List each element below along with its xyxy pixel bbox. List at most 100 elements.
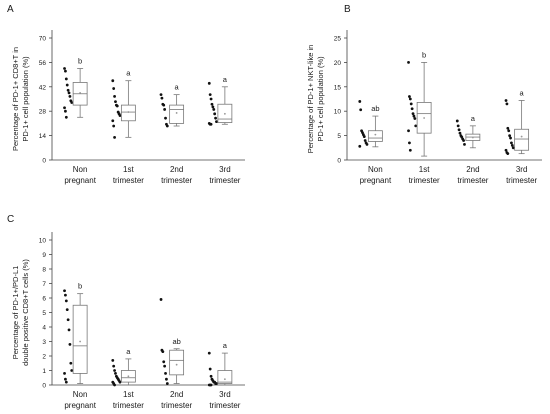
data-point xyxy=(408,97,412,101)
data-point xyxy=(67,328,71,332)
y-axis-title: PD-1+ cell population (%) xyxy=(21,56,30,142)
y-tick-label: 5 xyxy=(42,310,46,317)
data-point xyxy=(113,383,116,387)
data-point xyxy=(68,94,72,98)
data-point xyxy=(407,61,410,64)
data-point xyxy=(510,141,513,145)
x-category-label: trimester xyxy=(113,176,144,185)
data-point xyxy=(70,101,74,104)
box-iqr xyxy=(72,304,88,374)
data-point xyxy=(66,318,70,322)
data-point xyxy=(162,360,166,364)
significance-letter: a xyxy=(223,341,228,350)
data-point xyxy=(212,108,216,111)
data-point xyxy=(64,69,67,73)
data-point xyxy=(163,108,167,111)
y-tick-label: 70 xyxy=(39,36,47,43)
data-point xyxy=(164,116,167,120)
data-point xyxy=(506,126,510,130)
data-point xyxy=(412,114,416,118)
data-point xyxy=(64,293,67,297)
data-point xyxy=(408,95,411,98)
x-category-label: pregnant xyxy=(64,401,96,410)
x-category-label: Non xyxy=(368,165,383,174)
y-axis-title: Percentage of PD-1+ NKT-like in xyxy=(306,45,315,154)
data-point xyxy=(161,350,165,354)
x-category-label: pregnant xyxy=(64,176,96,185)
y-tick-label: 20 xyxy=(334,60,342,67)
data-point xyxy=(505,102,509,106)
x-category-label: trimester xyxy=(113,401,144,410)
data-point xyxy=(67,91,71,95)
box-mean xyxy=(79,92,82,94)
x-category-label: 2nd xyxy=(466,165,479,174)
box-mean xyxy=(471,136,474,139)
panel-c: C 0 1 2 3 4 5 6 7 8 9 10 Percentage of PD-1+/PD-L1 do… xyxy=(7,214,245,410)
box-iqr xyxy=(169,349,185,376)
x-category-label: 3rd xyxy=(219,165,231,174)
data-point xyxy=(165,377,168,381)
data-point xyxy=(209,374,213,378)
significance-letter: b xyxy=(422,50,426,59)
data-point xyxy=(411,112,415,116)
data-point xyxy=(209,97,213,101)
data-point xyxy=(210,102,214,106)
data-point xyxy=(162,103,166,107)
panel-label: C xyxy=(7,214,14,225)
x-category-label: trimester xyxy=(457,176,488,185)
data-point xyxy=(414,124,418,128)
data-point xyxy=(165,124,169,128)
data-point xyxy=(114,100,117,104)
y-tick-label: 10 xyxy=(39,238,47,245)
data-point xyxy=(65,308,69,311)
data-point xyxy=(359,108,363,112)
y-tick-label: 9 xyxy=(42,252,46,259)
data-point xyxy=(407,129,410,133)
data-point xyxy=(363,139,367,142)
data-point xyxy=(164,372,167,375)
data-point xyxy=(111,358,115,362)
x-category-label: Non xyxy=(73,390,88,399)
data-point xyxy=(159,298,163,301)
y-tick-label: 1 xyxy=(42,368,46,375)
data-point xyxy=(63,372,66,375)
x-category-label: trimester xyxy=(161,176,192,185)
box-mean xyxy=(175,112,178,114)
data-point xyxy=(209,383,213,387)
panel-label: A xyxy=(7,4,14,15)
x-category-label: Non xyxy=(73,165,88,174)
data-point xyxy=(408,148,412,152)
data-point xyxy=(63,67,66,70)
data-point xyxy=(211,105,215,109)
data-point xyxy=(165,382,169,385)
significance-letter: b xyxy=(78,282,82,291)
data-point xyxy=(509,136,512,140)
data-point xyxy=(64,377,67,381)
data-point xyxy=(507,129,511,133)
data-point xyxy=(111,79,115,83)
data-point xyxy=(365,142,369,146)
x-category-label: trimester xyxy=(161,401,192,410)
y-tick-label: 56 xyxy=(39,60,47,67)
data-point xyxy=(207,81,211,85)
significance-letter: a xyxy=(471,114,476,123)
significance-letter: a xyxy=(126,347,131,356)
data-point xyxy=(112,124,116,128)
data-point xyxy=(358,144,362,148)
data-point xyxy=(118,114,122,117)
y-tick-label: 14 xyxy=(39,133,47,140)
y-axis-title: Percentage of PD-1+ CD8+T in xyxy=(11,47,20,151)
data-point xyxy=(63,106,66,110)
y-tick-label: 42 xyxy=(39,84,47,91)
data-point xyxy=(113,369,116,372)
data-point xyxy=(111,119,115,123)
box-iqr xyxy=(169,104,185,124)
x-category-label: pregnant xyxy=(360,176,392,185)
data-point xyxy=(70,369,74,372)
data-point xyxy=(413,117,417,120)
data-point xyxy=(114,372,117,375)
data-point xyxy=(64,380,68,384)
y-tick-label: 2 xyxy=(42,354,46,361)
data-point xyxy=(462,139,465,142)
x-category-label: 1st xyxy=(123,165,134,174)
